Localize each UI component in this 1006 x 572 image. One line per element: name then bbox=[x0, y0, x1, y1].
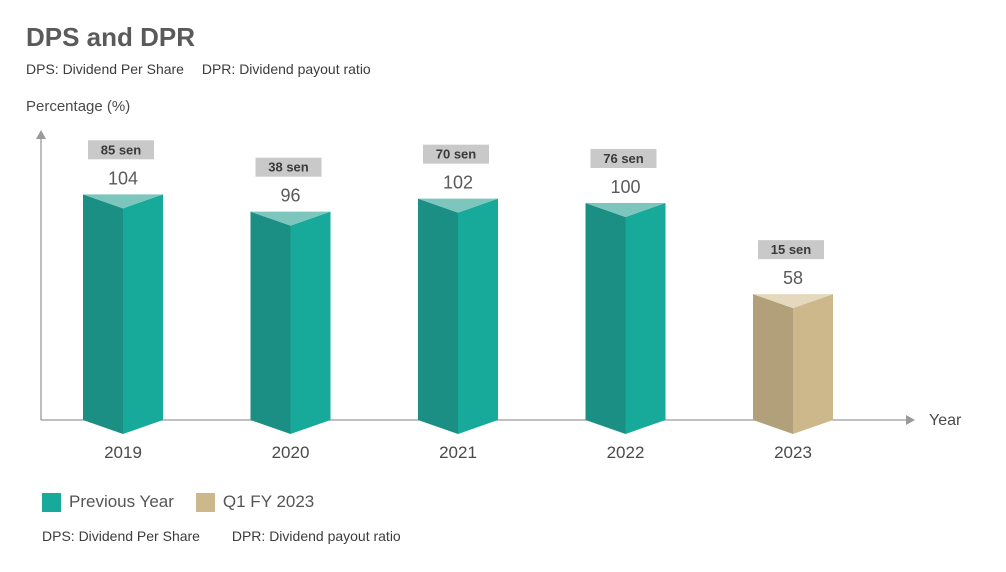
legend-swatch-q1-fy-2023 bbox=[195, 492, 215, 512]
legend-label-q1-fy-2023: Q1 FY 2023 bbox=[222, 492, 315, 511]
x-tick-label: 2021 bbox=[439, 443, 477, 462]
dps-badge-label: 85 sen bbox=[101, 142, 142, 157]
bar-left-face bbox=[250, 211, 291, 434]
legend: Previous Year Q1 FY 2023 bbox=[42, 492, 336, 512]
subtitle-dpr: DPR: Dividend payout ratio bbox=[201, 61, 371, 77]
footnote-dps: DPS: Dividend Per Share bbox=[42, 528, 200, 544]
x-tick-label: 2019 bbox=[104, 443, 142, 462]
chart-title: DPS and DPR bbox=[26, 22, 196, 52]
bar-top-face bbox=[83, 194, 163, 209]
bar-left-face bbox=[585, 203, 626, 434]
bar-top-face bbox=[753, 294, 833, 309]
bar-value-label: 104 bbox=[108, 168, 138, 188]
dps-badge bbox=[255, 157, 322, 177]
x-axis-arrow-icon bbox=[906, 415, 915, 425]
x-axis-label: Year bbox=[929, 412, 962, 429]
legend-label-previous-year: Previous Year bbox=[69, 492, 174, 511]
bar-right-face bbox=[458, 198, 498, 434]
bar-left-face bbox=[753, 294, 793, 434]
bar-left-face bbox=[83, 194, 123, 434]
bar-right-face bbox=[123, 194, 163, 434]
dps-badge bbox=[590, 149, 657, 168]
dps-badge-label: 76 sen bbox=[603, 151, 644, 166]
legend-item-previous-year: Previous Year bbox=[42, 492, 174, 512]
bar-top-face bbox=[585, 203, 666, 217]
x-tick-label: 2020 bbox=[272, 443, 310, 462]
dps-badge-label: 15 sen bbox=[771, 242, 812, 257]
x-tick-label: 2022 bbox=[607, 443, 645, 462]
x-tick-label: 2023 bbox=[774, 443, 812, 462]
bar-value-label: 100 bbox=[610, 177, 640, 197]
footnote-dpr: DPR: Dividend payout ratio bbox=[231, 528, 401, 544]
subtitle-dps: DPS: Dividend Per Share bbox=[26, 61, 184, 77]
bar-right-face bbox=[625, 203, 666, 434]
bar-right-face bbox=[290, 211, 331, 434]
y-axis-label: Percentage (%) bbox=[26, 98, 131, 115]
bar-top-face bbox=[418, 198, 498, 213]
dps-badge bbox=[758, 240, 824, 260]
legend-item-q1-fy-2023: Q1 FY 2023 bbox=[195, 492, 315, 512]
dps-badge-label: 38 sen bbox=[268, 160, 309, 175]
bar-value-label: 58 bbox=[783, 268, 803, 288]
y-axis-arrow-icon bbox=[36, 130, 46, 139]
dps-badge bbox=[423, 144, 489, 164]
footnote: DPS: Dividend Per Share DPR: Dividend pa… bbox=[42, 528, 401, 544]
bar-top-face bbox=[250, 211, 331, 226]
dps-badge-label: 70 sen bbox=[436, 147, 477, 162]
bar-value-label: 96 bbox=[280, 186, 300, 206]
bar-right-face bbox=[793, 294, 833, 434]
bar-value-label: 102 bbox=[443, 173, 473, 193]
chart-subtitle: DPS: Dividend Per Share DPR: Dividend pa… bbox=[26, 61, 371, 77]
dps-badge bbox=[88, 140, 154, 160]
legend-swatch-previous-year bbox=[42, 492, 61, 512]
bar-left-face bbox=[418, 198, 458, 434]
